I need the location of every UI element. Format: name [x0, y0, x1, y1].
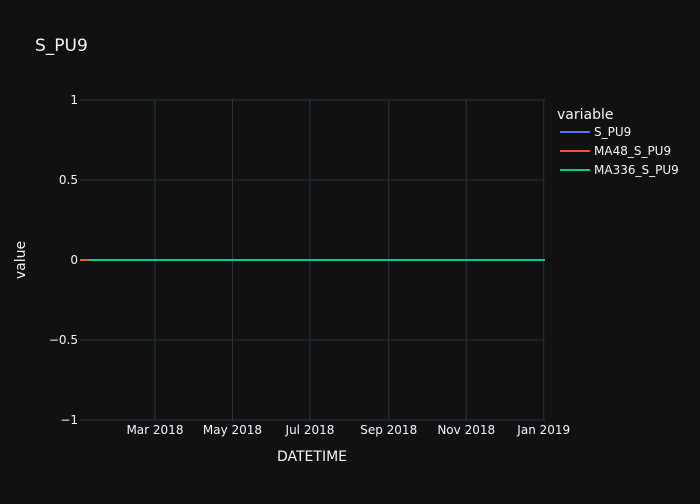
x-tick-label: Sep 2018 — [360, 423, 417, 437]
chart-title: S_PU9 — [35, 36, 88, 56]
y-tick-label: −0.5 — [49, 333, 78, 347]
x-tick-label: Nov 2018 — [437, 423, 495, 437]
legend-title: variable — [557, 107, 613, 123]
legend-entry-2: MA48_S_PU9 — [594, 144, 671, 158]
x-axis-label: DATETIME — [277, 449, 347, 465]
y-tick-label: 0.5 — [59, 173, 78, 187]
x-tick-label: May 2018 — [203, 423, 262, 437]
x-tick-label: Jul 2018 — [285, 423, 335, 437]
legend-entry-1: S_PU9 — [594, 125, 631, 139]
legend-entry-3: MA336_S_PU9 — [594, 163, 679, 177]
legend: variable S_PU9 MA48_S_PU9 MA336_S_PU9 — [557, 107, 679, 177]
y-tick-label: 1 — [70, 93, 78, 107]
y-axis-label: value — [13, 241, 29, 279]
y-tick-label: −1 — [60, 413, 78, 427]
y-tick-label: 0 — [70, 253, 78, 267]
x-tick-label: Jan 2019 — [516, 423, 570, 437]
x-tick-label: Mar 2018 — [126, 423, 183, 437]
axes: 1 0.5 0 −0.5 −1 Mar 2018 May 2018 Jul 2018 Sep 2… — [49, 93, 570, 437]
